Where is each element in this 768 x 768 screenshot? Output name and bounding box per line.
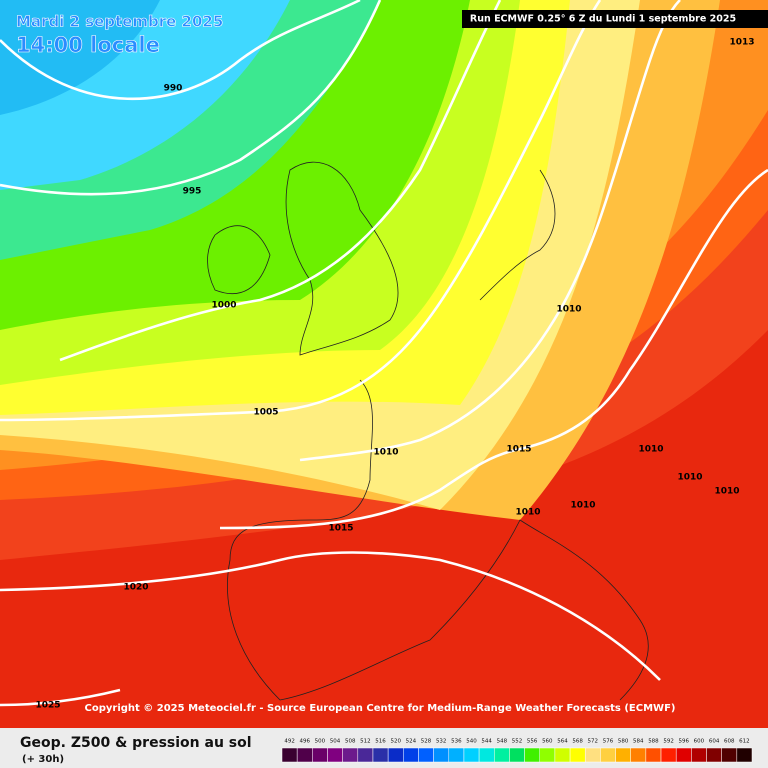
legend-label: 576: [603, 739, 614, 745]
footer-subtitle: (+ 30h): [22, 754, 64, 765]
isobar-label: 1010: [677, 473, 702, 483]
legend-label: 520: [390, 739, 401, 745]
legend-swatch: [721, 747, 738, 763]
copyright: Copyright © 2025 Meteociel.fr - Source E…: [85, 703, 676, 714]
legend-label: 512: [360, 739, 371, 745]
legend-swatch: [539, 747, 556, 763]
isobar-label: 990: [164, 84, 183, 94]
legend-label: 556: [527, 739, 538, 745]
isobar-label: 995: [183, 187, 202, 197]
legend-label: 580: [618, 739, 629, 745]
isobar-label: 1010: [373, 448, 398, 458]
legend-swatch: [675, 747, 692, 763]
isobar-label: 1015: [328, 524, 353, 534]
legend-swatch: [630, 747, 647, 763]
legend-label: 608: [724, 739, 735, 745]
legend-swatch: [736, 747, 753, 763]
map-time: 14:00 locale: [16, 33, 160, 57]
legend-label: 572: [588, 739, 599, 745]
legend-label: 600: [694, 739, 705, 745]
legend-swatch: [569, 747, 586, 763]
isobar-label: 1015: [506, 445, 531, 455]
isobar-label: 1010: [638, 445, 663, 455]
legend-label: 548: [497, 739, 508, 745]
isobar-labels: 990 995 1000 1005 1010 1015 1020 1025 1010 1015 10…: [35, 38, 754, 711]
legend-swatch: [418, 747, 434, 763]
legend-label: 504: [330, 739, 341, 745]
isobar-label: 1010: [714, 487, 739, 497]
map-date: Mardi 2 septembre 2025: [16, 13, 223, 31]
legend-swatch: [494, 747, 510, 763]
legend-swatch: [372, 747, 389, 763]
legend-label: 516: [375, 739, 386, 745]
isobar-label: 1010: [570, 501, 595, 511]
legend-label: 540: [466, 739, 477, 745]
legend-label: 524: [406, 739, 417, 745]
legend-label: 588: [648, 739, 659, 745]
legend-swatch: [706, 747, 722, 763]
isobar-label: 1025: [35, 701, 60, 711]
legend-swatch: [342, 747, 359, 763]
legend-swatch: [524, 747, 540, 763]
isobar-label: 1013: [729, 38, 754, 48]
legend-label: 500: [315, 739, 326, 745]
legend-label: 564: [557, 739, 568, 745]
footer-title: Geop. Z500 & pression au sol: [20, 735, 252, 751]
legend-label: 544: [481, 739, 492, 745]
legend-swatch: [600, 747, 616, 763]
isobar-label: 1020: [123, 583, 148, 593]
legend-label: 536: [451, 739, 462, 745]
legend-swatch: [645, 747, 662, 763]
legend-swatch: [387, 747, 404, 763]
legend-label: 568: [572, 739, 583, 745]
run-label: Run ECMWF 0.25° 6 Z du Lundi 1 septembre…: [470, 14, 736, 25]
legend-label: 528: [421, 739, 432, 745]
isobar-label: 1010: [556, 305, 581, 315]
legend-label: 596: [679, 739, 690, 745]
legend-label: 592: [663, 739, 674, 745]
legend-label: 532: [436, 739, 447, 745]
legend-label: 584: [633, 739, 644, 745]
isobar-label: 1010: [515, 508, 540, 518]
legend-swatch: [554, 747, 571, 763]
isobar-label: 1000: [211, 301, 236, 311]
run-box: [462, 10, 768, 28]
legend-swatch: [312, 747, 328, 763]
legend-swatch: [463, 747, 480, 763]
legend-swatch: [584, 747, 601, 763]
legend-label: 612: [739, 739, 750, 745]
legend-swatch: [660, 747, 677, 763]
legend-swatch: [296, 747, 313, 763]
legend-swatch: [433, 747, 450, 763]
legend-swatch: [478, 747, 495, 763]
legend-label: 508: [345, 739, 356, 745]
legend-swatch: [281, 747, 298, 763]
legend-swatch: [357, 747, 374, 763]
legend-label: 552: [512, 739, 523, 745]
legend-label: 492: [284, 739, 295, 745]
legend-label: 604: [709, 739, 720, 745]
legend-label: 496: [299, 739, 310, 745]
legend-swatch: [509, 747, 525, 763]
color-legend: 492 496 500 504 508 512 516 520 524 528 532 536 540 5…: [281, 739, 753, 763]
legend-swatch: [403, 747, 419, 763]
legend-swatch: [615, 747, 631, 763]
legend-swatch: [691, 747, 707, 763]
legend-swatch: [448, 747, 465, 763]
legend-label: 560: [542, 739, 553, 745]
isobar-label: 1005: [253, 408, 278, 418]
map-fields: [0, 0, 768, 728]
legend-swatch: [327, 747, 343, 763]
